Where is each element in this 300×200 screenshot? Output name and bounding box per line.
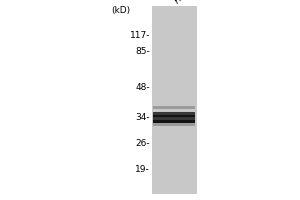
- Text: 19-: 19-: [135, 164, 150, 173]
- Bar: [152, 6, 196, 194]
- Bar: [153, 112, 195, 122]
- Text: 48-: 48-: [135, 83, 150, 92]
- Text: 85-: 85-: [135, 46, 150, 55]
- Bar: [153, 123, 195, 126]
- Bar: [153, 106, 195, 109]
- Bar: [153, 112, 195, 115]
- Text: (kD): (kD): [111, 6, 130, 16]
- Text: 34-: 34-: [135, 112, 150, 121]
- Bar: [153, 117, 195, 120]
- Text: HuvEc: HuvEc: [172, 0, 199, 5]
- Text: 117-: 117-: [130, 30, 150, 40]
- Text: 26-: 26-: [135, 138, 150, 148]
